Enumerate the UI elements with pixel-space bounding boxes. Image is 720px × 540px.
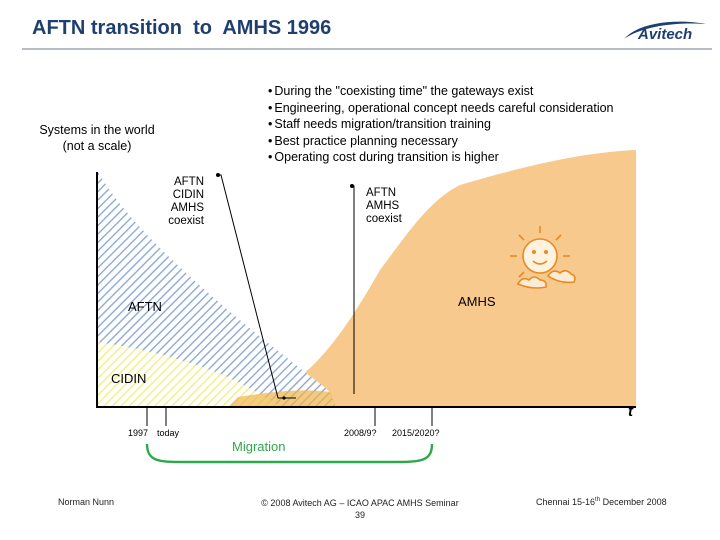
pointer-dot	[216, 173, 220, 177]
tick-label-2008: 2008/9?	[344, 428, 377, 438]
coexist-label-line: coexist	[168, 215, 205, 227]
sun-icon	[510, 226, 576, 289]
overlap-area	[228, 390, 336, 407]
slide-title: AFTN transition to AMHS 1996	[32, 17, 332, 39]
bullet-item: Engineering, operational concept needs c…	[268, 100, 708, 117]
footer-center: © 2008 Avitech AG – ICAO APAC AMHS Semin…	[230, 497, 490, 521]
footer-page-number: 39	[354, 510, 365, 520]
coexist-label-line: CIDIN	[173, 189, 204, 201]
coexist-1-label: AFTN CIDIN AMHS coexist	[168, 176, 205, 227]
bullet-item: During the "coexisting time" the gateway…	[268, 83, 708, 100]
footer-author: Norman Nunn	[58, 497, 115, 507]
systems-label-line: Systems in the world	[39, 123, 155, 137]
bullet-item: Operating cost during transition is high…	[268, 149, 708, 166]
logo-swoosh	[624, 21, 706, 39]
avitech-logo: Avitech	[624, 21, 706, 43]
migration-bracket	[145, 443, 434, 464]
tick-label-1997: 1997	[128, 428, 148, 438]
tick-label-2015: 2015/2020?	[392, 428, 440, 438]
pointer-dot	[350, 184, 354, 188]
systems-label: Systems in the world (not a scale)	[28, 122, 166, 154]
bullet-item: Best practice planning necessary	[268, 133, 708, 150]
coexist-2-label: AFTN AMHS coexist	[366, 187, 403, 225]
bullet-list: During the "coexisting time" the gateway…	[268, 83, 708, 166]
cidin-region-label: CIDIN	[111, 371, 146, 386]
aftn-area	[98, 172, 336, 407]
coexist-label-line: AMHS	[171, 202, 205, 214]
footer-event-prefix: Chennai 15-16	[536, 497, 596, 507]
footer-event-sup: th	[595, 497, 601, 503]
logo-text: Avitech	[637, 26, 692, 43]
time-axis-label: t	[628, 403, 634, 420]
title-divider	[22, 48, 712, 50]
coexist-label-line: AMHS	[366, 200, 400, 212]
coexist-label-line: coexist	[366, 213, 403, 225]
coexist-label-line: AFTN	[366, 187, 396, 199]
amhs-region-label: AMHS	[458, 294, 496, 309]
migration-label: Migration	[232, 439, 285, 454]
tick-label-today: today	[157, 428, 180, 438]
footer-event-suffix: December 2008	[600, 497, 667, 507]
pointer-dot	[282, 396, 286, 400]
footer-event: Chennai 15-16th December 2008	[536, 497, 667, 507]
amhs-area	[228, 150, 636, 407]
aftn-region-label: AFTN	[128, 299, 162, 314]
footer-copyright: © 2008 Avitech AG – ICAO APAC AMHS Semin…	[261, 498, 459, 508]
cidin-area	[98, 342, 282, 407]
systems-label-line: (not a scale)	[62, 139, 132, 153]
bullet-item: Staff needs migration/transition trainin…	[268, 116, 708, 133]
coexist-label-line: AFTN	[174, 176, 204, 188]
